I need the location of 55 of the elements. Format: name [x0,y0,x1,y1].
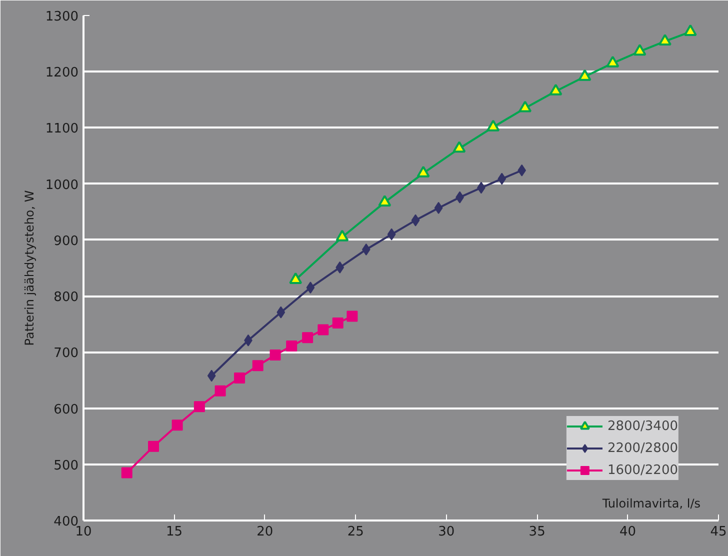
x-tick-label: 40 [620,524,636,540]
point [378,195,392,207]
x-tick-label: 45 [710,524,727,540]
point [658,34,672,46]
point [318,324,329,336]
y-tick-label: 1200 [45,66,79,81]
y-tick-label: 1300 [45,10,79,24]
point [214,385,226,396]
point [252,360,264,372]
point [207,370,216,382]
point [387,228,396,240]
point [606,56,620,68]
x-axis-title: Tuloilmavirta, l/s [601,496,700,510]
point [276,306,286,318]
x-tick-label: 35 [528,524,546,540]
y-tick-label: 900 [54,234,79,249]
point [172,420,183,431]
y-tick-label: 500 [54,458,79,474]
point [346,310,358,322]
point [452,141,466,153]
point [411,214,420,226]
point [498,172,506,185]
y-axis-title: Patterin jäähdytysteho, W [22,190,36,346]
point [121,467,132,478]
y-tick-label: 600 [54,402,79,418]
point [148,440,160,452]
point [194,401,205,412]
point [518,100,532,112]
point [302,332,314,344]
point [578,69,592,81]
point [336,261,344,274]
point [336,230,349,242]
legend-label: 2800/3400 [607,418,678,434]
y-tick-label: 800 [54,290,79,306]
legend-label: 1600/2200 [607,462,678,478]
point [549,84,562,96]
point [486,120,500,132]
point [434,202,443,214]
point [306,282,315,294]
x-tick-label: 30 [438,524,455,540]
x-tick-label: 25 [347,524,364,540]
point [332,317,344,328]
legend-label: 2200/2800 [607,440,678,456]
point [416,166,430,178]
point [289,272,302,284]
y-tick-label: 1100 [45,122,79,137]
point [633,44,646,56]
x-tick-label: 20 [256,524,274,540]
x-tick-label: 15 [166,524,182,540]
y-tick-label: 1000 [45,178,79,193]
y-tick-label: 700 [54,346,79,362]
point [684,24,697,36]
point [270,349,281,360]
point [234,372,246,384]
point [286,340,298,352]
